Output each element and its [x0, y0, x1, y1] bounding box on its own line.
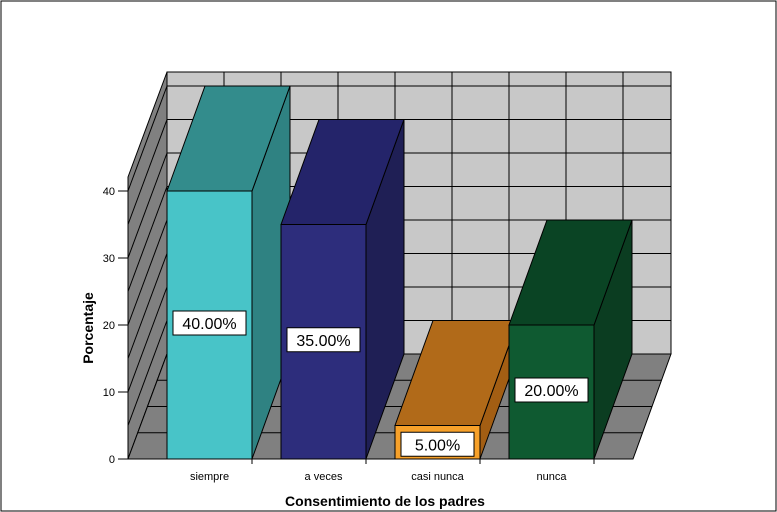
- y-tick-label: 0: [109, 454, 115, 466]
- data-label-box: [400, 431, 475, 457]
- side-grid-line: [127, 286, 168, 393]
- bars: 40.00% 35.00% 5.00% 20.00%: [166, 85, 633, 460]
- y-tick-label: 20: [103, 320, 115, 332]
- side-grid-line: [127, 320, 168, 426]
- x-tick-label: casi nunca: [411, 471, 464, 483]
- y-tick-label: 10: [103, 387, 115, 399]
- side-grid-line: [127, 119, 168, 225]
- data-label: 35.00%: [296, 333, 350, 350]
- bar-nunca: 20.00%: [508, 219, 633, 460]
- x-tick-label: a veces: [305, 471, 343, 483]
- side-grid-line: [127, 85, 168, 192]
- side-grid-line: [127, 186, 168, 292]
- data-label-box: [514, 377, 589, 403]
- x-tick-label: siempre: [190, 471, 229, 483]
- side-grid-line: [127, 152, 168, 259]
- x-axis: siempre a veces casi nunca nunca: [128, 458, 633, 483]
- x-tick-label: nunca: [537, 471, 568, 483]
- data-label: 20.00%: [524, 383, 578, 400]
- data-label: 40.00%: [182, 316, 236, 333]
- side-grid-line: [127, 253, 168, 359]
- data-label-box: [286, 327, 361, 353]
- y-tick-label: 30: [103, 253, 115, 265]
- y-tick-label: 40: [103, 186, 115, 198]
- y-axis: 0 10 20 30 40: [103, 186, 129, 466]
- y-axis-title: Porcentaje: [80, 292, 96, 364]
- bar-siempre: 40.00%: [166, 85, 291, 460]
- data-label: 5.00%: [415, 437, 460, 454]
- data-label-box: [172, 310, 247, 336]
- x-axis-title: Consentimiento de los padres: [285, 493, 485, 509]
- side-grid-line: [127, 219, 168, 326]
